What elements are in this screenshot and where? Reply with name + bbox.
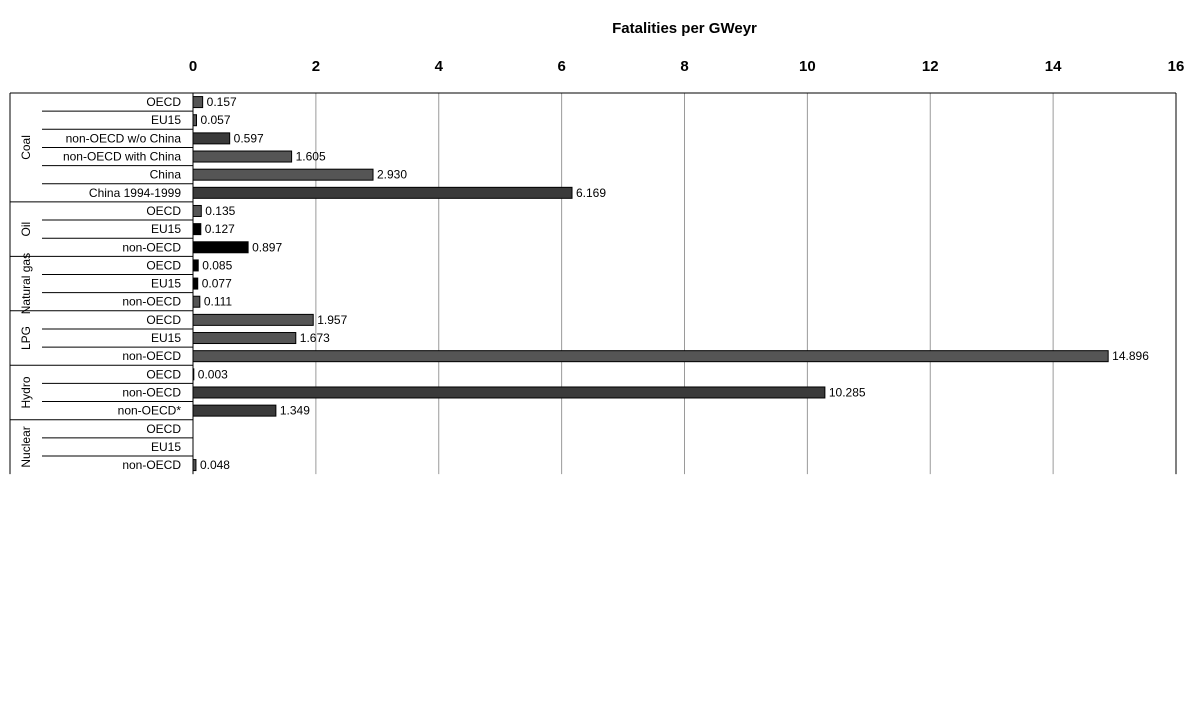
- x-tick-label: 0: [189, 58, 197, 75]
- category-label: non-OECD: [122, 385, 181, 399]
- category-label: OECD: [146, 258, 181, 272]
- bar: [192, 114, 198, 127]
- group-label: Coal: [19, 135, 33, 160]
- category-label: China 1994-1999: [89, 186, 181, 200]
- x-axis-title: Fatalities per GWeyr: [612, 20, 757, 37]
- category-label: non-OECD with China: [63, 150, 181, 164]
- data-label: 1.957: [317, 313, 347, 327]
- data-label: 0.135: [205, 204, 235, 218]
- data-label: 0.057: [201, 113, 231, 127]
- bar: [192, 404, 277, 417]
- x-tick-label: 2: [312, 58, 320, 75]
- x-axis-ticks: 0 2 4 6 8 10 12 14 16: [189, 58, 1185, 75]
- category-label: EU15: [151, 440, 181, 454]
- group-label: Natural gas: [19, 253, 33, 314]
- data-label: 0.157: [207, 95, 237, 109]
- category-label: China: [150, 168, 182, 182]
- bars: [192, 96, 1109, 472]
- bar: [192, 277, 199, 290]
- bar: [192, 132, 231, 145]
- data-label: 10.285: [829, 385, 866, 399]
- x-tick-label: 16: [1168, 58, 1185, 75]
- x-tick-label: 10: [799, 58, 816, 75]
- x-tick-label: 14: [1045, 58, 1062, 75]
- category-label: non-OECD*: [118, 404, 182, 418]
- category-label: OECD: [146, 313, 181, 327]
- category-label: non-OECD: [122, 349, 181, 363]
- category-label: non-OECD w/o China: [66, 131, 182, 145]
- bar: [192, 150, 293, 163]
- group-label: Oil: [19, 222, 33, 237]
- data-label: 2.930: [377, 168, 407, 182]
- group-label: Hydro: [19, 376, 33, 408]
- category-label: EU15: [151, 331, 181, 345]
- data-label: 1.605: [296, 150, 326, 164]
- category-label: OECD: [146, 422, 181, 436]
- x-tick-label: 4: [435, 58, 444, 75]
- category-label: non-OECD: [122, 458, 181, 472]
- category-label: EU15: [151, 222, 181, 236]
- bar: [192, 313, 314, 326]
- gridlines: [192, 93, 1177, 475]
- data-label: 0.085: [202, 258, 232, 272]
- bar: [192, 295, 201, 308]
- bar: [192, 204, 202, 217]
- plot-frame: [9, 92, 1177, 475]
- data-label: 1.673: [300, 331, 330, 345]
- category-label: OECD: [146, 367, 181, 381]
- category-label: EU15: [151, 277, 181, 291]
- data-label: 0.048: [200, 458, 230, 472]
- bar: [192, 386, 826, 399]
- x-tick-label: 6: [557, 58, 565, 75]
- group-label: Nuclear: [19, 426, 33, 467]
- data-label: 0.111: [204, 295, 233, 309]
- bar: [192, 241, 249, 254]
- data-label: 0.897: [252, 240, 282, 254]
- data-label: 1.349: [280, 404, 310, 418]
- bar: [192, 223, 202, 236]
- bar: [192, 350, 1109, 363]
- x-tick-label: 8: [680, 58, 688, 75]
- category-labels: OECD EU15 non-OECD w/o China non-OECD with …: [19, 95, 181, 472]
- data-label: 0.127: [205, 222, 235, 236]
- data-label: 6.169: [576, 186, 606, 200]
- x-tick-label: 12: [922, 58, 939, 75]
- bar: [192, 259, 199, 272]
- group-label: LPG: [19, 326, 33, 350]
- data-label: 0.077: [202, 277, 232, 291]
- data-label: 14.896: [1112, 349, 1149, 363]
- category-label: OECD: [146, 204, 181, 218]
- category-label: OECD: [146, 95, 181, 109]
- bar: [192, 186, 573, 199]
- data-label: 0.003: [198, 367, 228, 381]
- data-label: 0.597: [234, 131, 264, 145]
- category-label: EU15: [151, 113, 181, 127]
- category-label: non-OECD: [122, 295, 181, 309]
- category-label: non-OECD: [122, 240, 181, 254]
- bar: [192, 96, 204, 109]
- bar: [192, 332, 297, 345]
- bar: [192, 168, 374, 181]
